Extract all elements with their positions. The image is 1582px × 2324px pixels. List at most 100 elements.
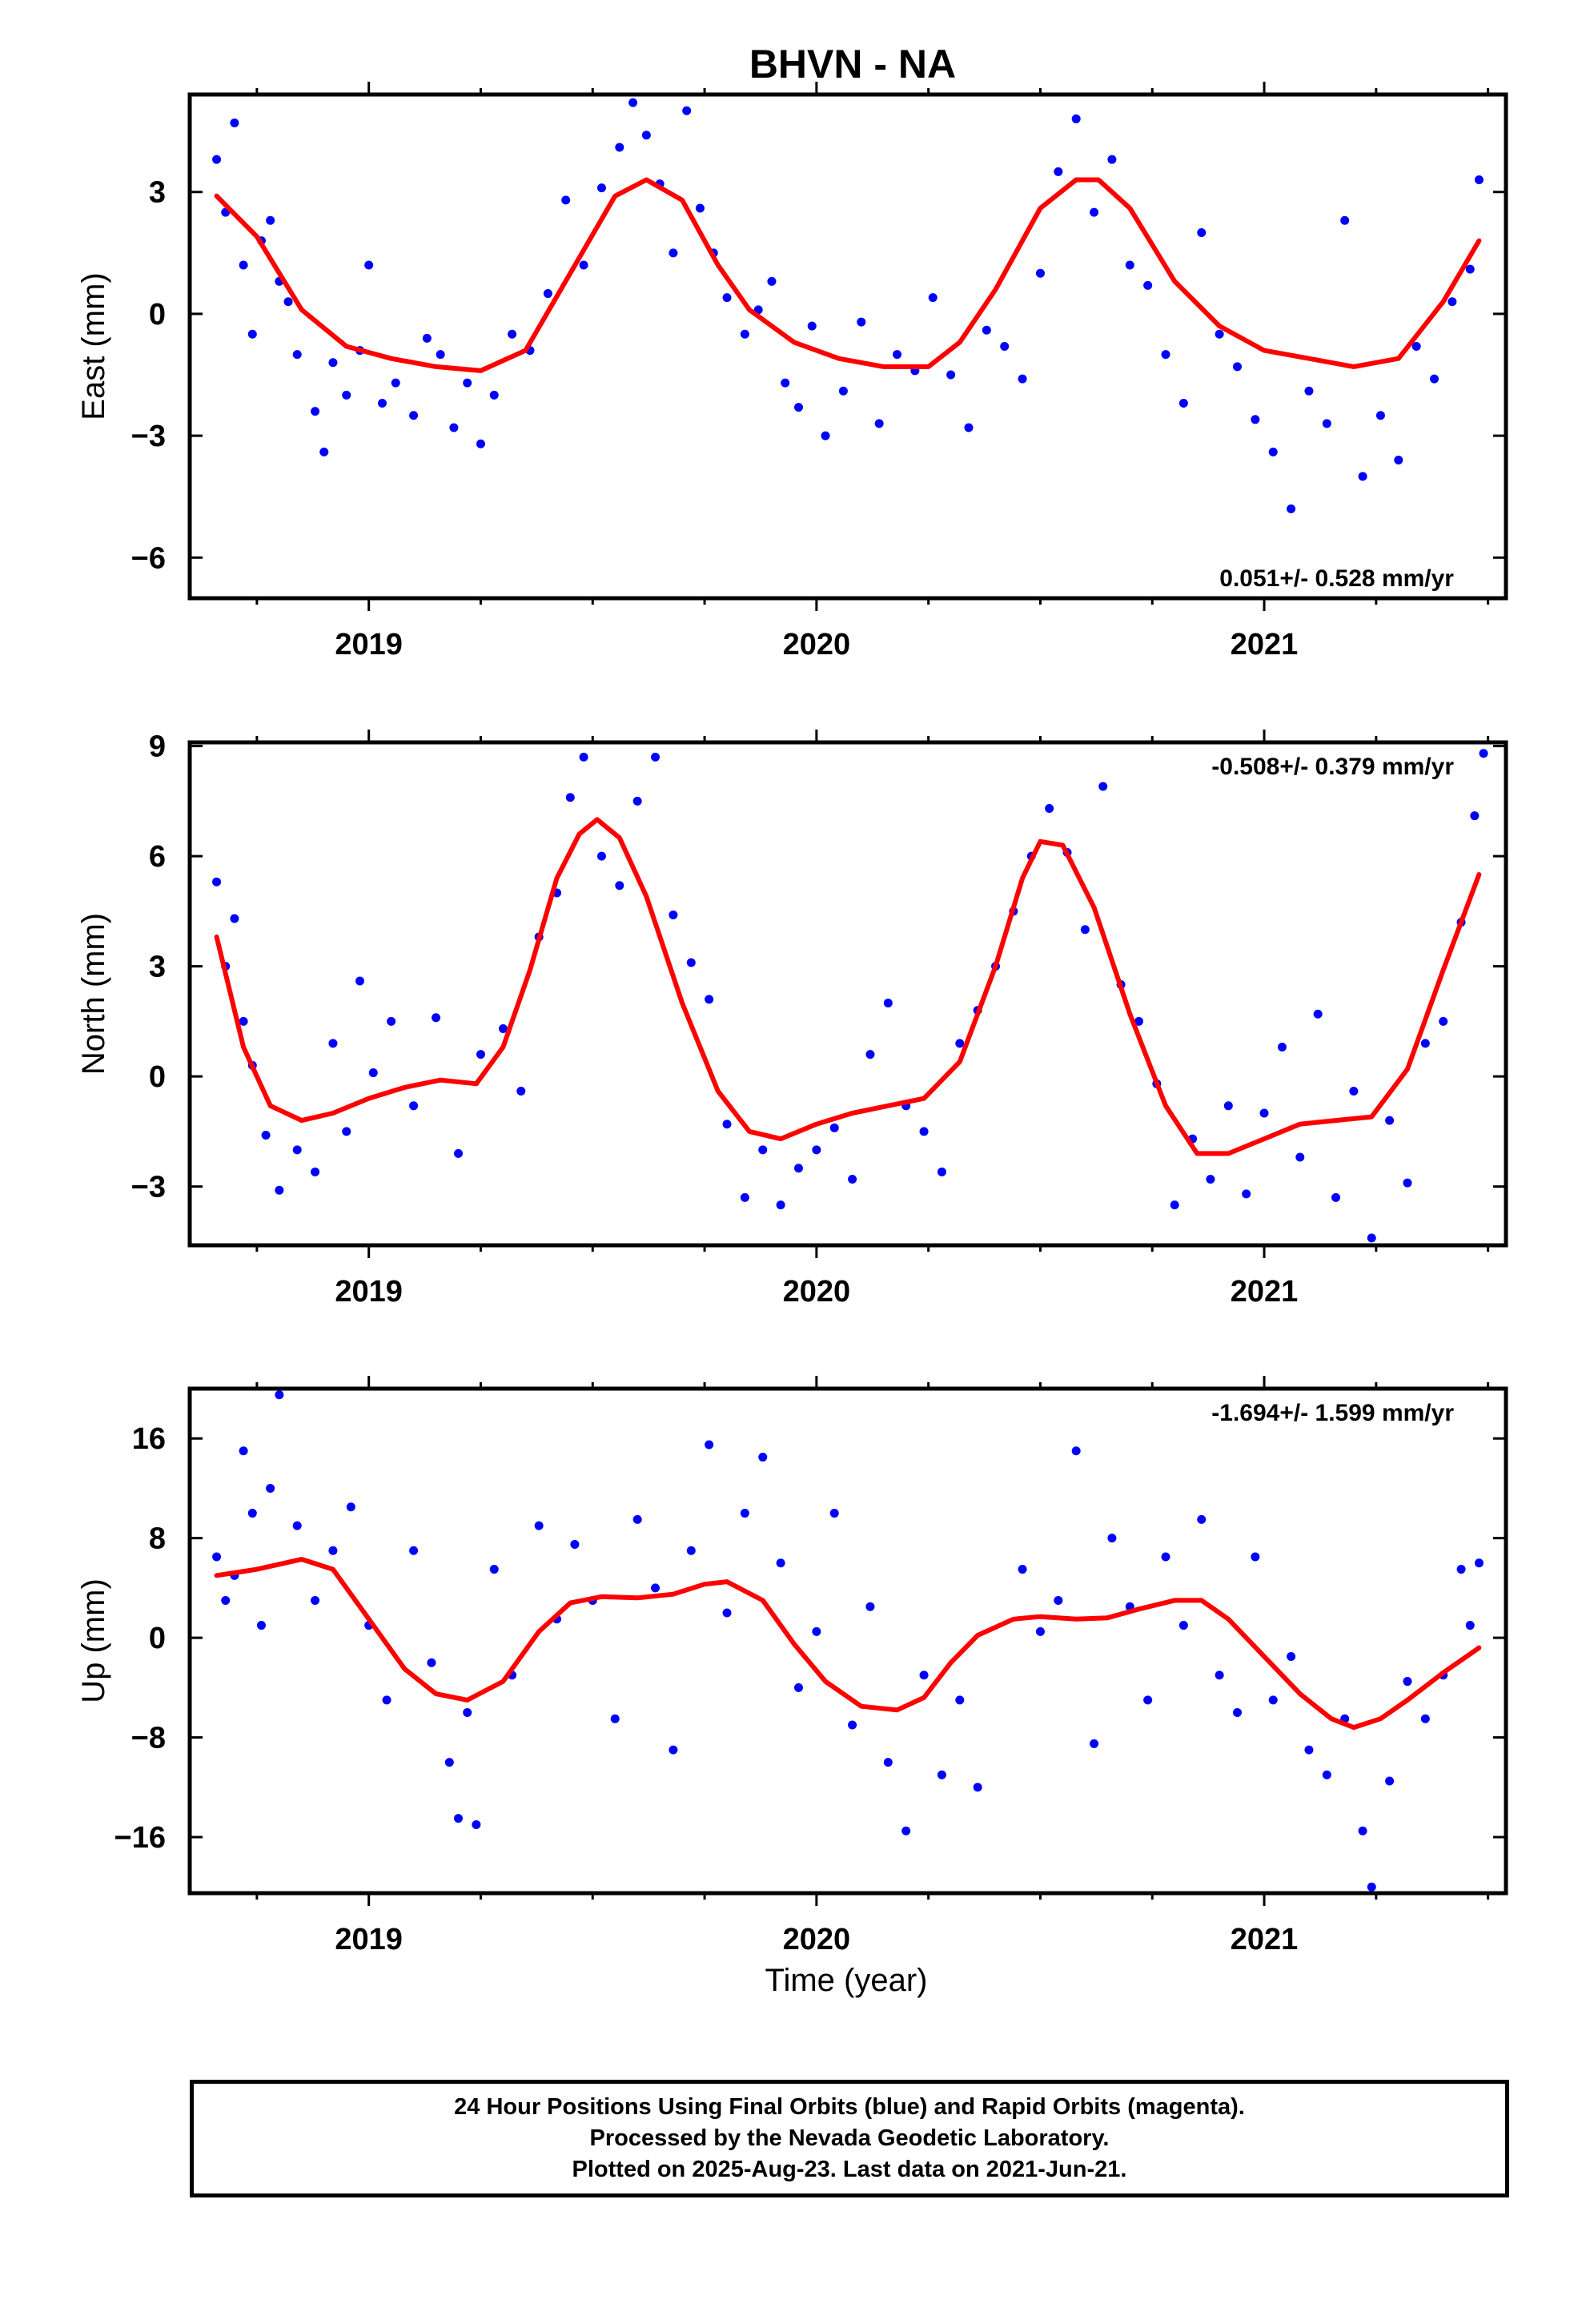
north-data-point (1331, 1192, 1341, 1202)
east-data-point (1304, 386, 1314, 396)
up-data-point (454, 1814, 464, 1823)
up-data-point (1054, 1595, 1063, 1605)
up-data-point (686, 1546, 696, 1555)
north-data-point (758, 1145, 768, 1155)
up-data-point (292, 1521, 302, 1530)
north-data-point (776, 1200, 785, 1210)
east-data-point (946, 370, 956, 380)
up-data-point (221, 1595, 231, 1605)
east-data-point (1251, 415, 1260, 424)
north-data-point (275, 1185, 284, 1195)
east-data-point (1018, 374, 1027, 384)
north-data-point (1349, 1086, 1359, 1096)
east-data-point (821, 431, 830, 440)
up-data-point (793, 1683, 803, 1692)
east-data-point (982, 325, 991, 335)
up-data-point (346, 1502, 355, 1512)
north-data-point (261, 1130, 271, 1140)
east-y-axis-label: East (mm) (76, 272, 111, 420)
east-data-point (1071, 114, 1081, 123)
north-data-point (705, 995, 714, 1004)
up-data-point (1385, 1776, 1395, 1786)
east-data-point (489, 390, 499, 400)
north-data-point (498, 1024, 508, 1034)
up-data-point (1232, 1707, 1242, 1717)
north-data-point (311, 1167, 320, 1176)
up-xtick-label: 2020 (783, 1923, 851, 1956)
north-data-point (292, 1145, 302, 1155)
north-xtick-label: 2020 (783, 1275, 851, 1309)
up-ytick-label: −8 (131, 1722, 166, 1755)
north-data-point (368, 1068, 378, 1078)
north-data-point (1242, 1189, 1251, 1199)
north-data-point (865, 1050, 875, 1059)
east-plot-frame (187, 92, 1508, 601)
up-data-point (472, 1819, 481, 1829)
north-data-point (829, 1123, 839, 1132)
east-data-point (1215, 329, 1224, 339)
north-data-point (1134, 1016, 1143, 1026)
east-data-point (342, 390, 351, 400)
east-data-point (781, 378, 790, 388)
up-data-point (1107, 1534, 1117, 1543)
east-data-point (964, 423, 974, 432)
north-rate-annotation: -0.508+/- 0.379 mm/yr (1211, 754, 1454, 780)
east-data-point (793, 403, 803, 412)
east-fit-curve (214, 177, 1482, 373)
east-data-point (1430, 374, 1439, 384)
up-data-point (328, 1546, 338, 1555)
up-data-point (275, 1390, 284, 1400)
east-data-point (1358, 472, 1367, 481)
up-data-point (722, 1608, 732, 1618)
east-data-point (1411, 342, 1421, 351)
north-data-point (1223, 1101, 1233, 1111)
up-data-point (256, 1621, 266, 1630)
up-ytick-label: 16 (132, 1422, 166, 1456)
east-data-point (364, 260, 374, 270)
north-data-point (848, 1174, 857, 1184)
east-data-point (641, 131, 651, 140)
up-data-point (1268, 1695, 1278, 1705)
up-data-point (705, 1440, 714, 1449)
north-data-point (955, 1039, 965, 1048)
north-data-point (1295, 1152, 1305, 1162)
up-data-point (829, 1509, 839, 1518)
north-data-point (516, 1086, 526, 1096)
east-data-point (328, 358, 338, 368)
up-data-point (776, 1558, 785, 1568)
east-data-point (669, 248, 678, 258)
north-ytick-label: 0 (149, 1060, 166, 1094)
up-data-point (651, 1583, 661, 1593)
north-data-point (1439, 1016, 1448, 1026)
east-data-point (239, 260, 248, 270)
east-data-point (1287, 504, 1296, 513)
north-data-point (1385, 1116, 1395, 1125)
north-ytick-label: −3 (131, 1171, 166, 1204)
north-data-point (432, 1013, 441, 1023)
up-data-point (463, 1707, 472, 1717)
east-ytick-label: −3 (131, 420, 166, 453)
north-data-point (1045, 804, 1054, 814)
up-xtick-label: 2019 (335, 1923, 403, 1956)
north-data-point (355, 976, 364, 986)
up-plot-frame (187, 1386, 1508, 1896)
east-data-point (292, 350, 302, 360)
up-data-point (758, 1453, 768, 1462)
up-fit-curve (214, 1557, 1482, 1731)
up-data-point (1456, 1565, 1466, 1574)
east-data-point (409, 411, 419, 420)
up-data-point (865, 1602, 875, 1611)
north-data-point (1313, 1009, 1323, 1019)
east-data-point (857, 317, 866, 327)
north-data-point (1403, 1178, 1412, 1188)
north-data-point (454, 1148, 464, 1158)
east-data-point (230, 119, 239, 128)
north-plot-frame (187, 740, 1508, 1248)
east-data-point (1474, 175, 1484, 185)
up-data-point (1322, 1770, 1331, 1779)
east-data-point (1035, 268, 1045, 278)
north-ytick-label: 6 (149, 840, 166, 874)
north-data-point (793, 1164, 803, 1173)
east-data-point (722, 293, 732, 303)
north-data-point (1080, 925, 1090, 935)
